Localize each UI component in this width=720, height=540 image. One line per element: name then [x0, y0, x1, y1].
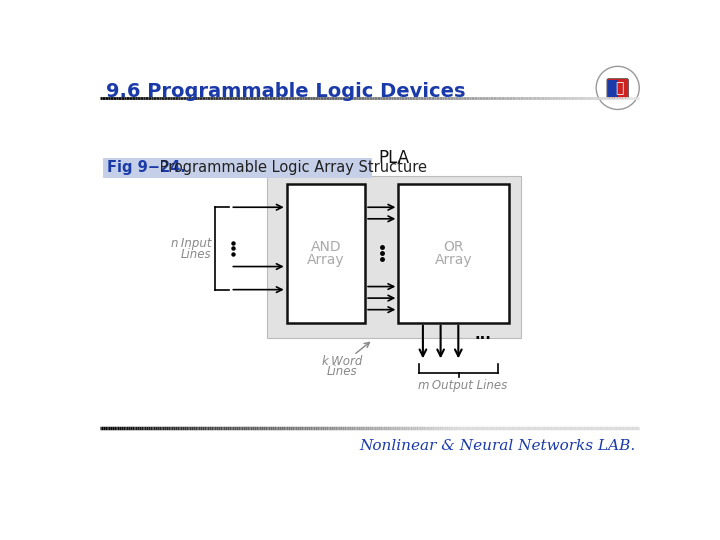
Text: m Output Lines: m Output Lines — [418, 379, 507, 392]
Text: 𝄟: 𝄟 — [615, 82, 624, 96]
FancyBboxPatch shape — [607, 79, 629, 99]
Text: Array: Array — [307, 253, 345, 267]
Text: Programmable Logic Array Structure: Programmable Logic Array Structure — [155, 160, 427, 176]
Text: Nonlinear & Neural Networks LAB.: Nonlinear & Neural Networks LAB. — [359, 439, 636, 453]
Text: ...: ... — [474, 327, 491, 342]
Bar — [287, 184, 365, 323]
Text: Fig 9−24.: Fig 9−24. — [107, 160, 186, 176]
Text: PLA: PLA — [379, 149, 410, 167]
Text: OR: OR — [444, 240, 464, 254]
Text: k Word: k Word — [322, 355, 362, 368]
Bar — [398, 184, 509, 323]
Text: Array: Array — [435, 253, 472, 267]
Bar — [267, 177, 521, 338]
Text: Lines: Lines — [327, 364, 357, 378]
Text: 9.6 Programmable Logic Devices: 9.6 Programmable Logic Devices — [106, 82, 465, 101]
FancyBboxPatch shape — [608, 80, 618, 97]
Text: n Input: n Input — [171, 237, 211, 251]
Text: Lines: Lines — [181, 248, 211, 261]
FancyBboxPatch shape — [102, 158, 372, 178]
Text: AND: AND — [310, 240, 341, 254]
